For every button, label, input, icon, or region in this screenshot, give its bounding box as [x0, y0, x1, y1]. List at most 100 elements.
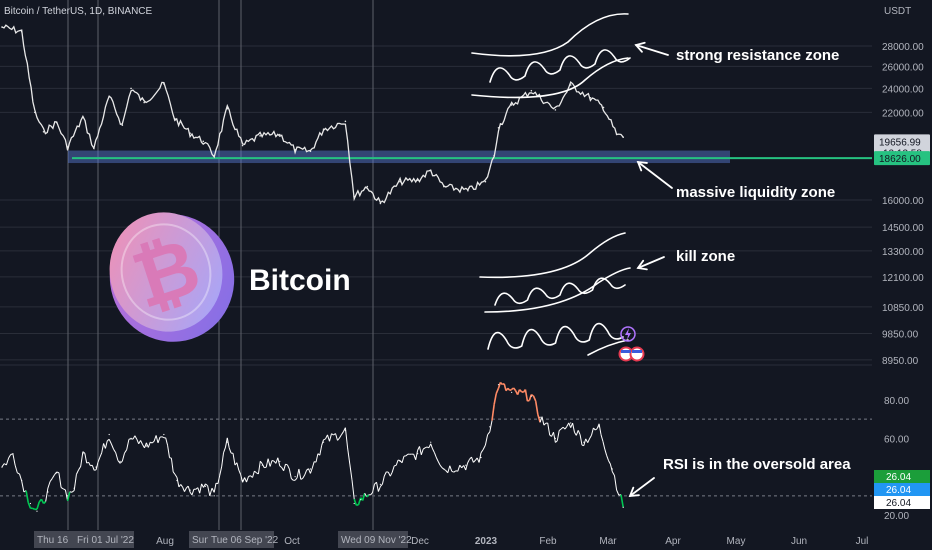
rsi-segment: [415, 450, 419, 460]
rsi-point: [530, 395, 532, 397]
price-point: [259, 135, 261, 137]
rsi-segment: [232, 453, 236, 466]
rsi-segment: [539, 416, 543, 423]
rsi-tick-label: 20.00: [884, 511, 909, 522]
rsi-segment: [150, 441, 153, 444]
rsi-point: [583, 441, 585, 443]
rsi-segment: [453, 470, 457, 473]
rsi-point: [47, 491, 49, 493]
rsi-segment: [113, 449, 117, 453]
time-tick-label: Apr: [665, 536, 681, 547]
rsi-segment: [527, 399, 530, 402]
rsi-segment: [524, 389, 529, 402]
price-axis[interactable]: USDT 28000.00 26000.00 24000.00 22000.00 1600…: [872, 0, 932, 550]
rsi-segment: [238, 469, 242, 475]
rsi-segment: [267, 458, 271, 467]
price-point: [309, 150, 312, 153]
rsi-point: [130, 437, 132, 439]
bitcoin-coin-illustration: ₿: [109, 212, 235, 342]
rsi-segment: [376, 482, 379, 492]
rsi-segment: [560, 426, 564, 430]
rsi-segment: [62, 488, 66, 491]
rsi-segment: [335, 433, 338, 441]
rsi-segment: [167, 445, 170, 458]
rsi-segment: [99, 452, 103, 458]
rsi-segment: [155, 435, 159, 444]
rsi-segment: [435, 457, 439, 462]
rsi-point: [261, 464, 263, 466]
rsi-segment: [134, 435, 138, 440]
rsi-segment: [5, 457, 10, 466]
rsi-segment: [509, 388, 513, 392]
rsi-value-label: 26.04: [886, 485, 911, 496]
date-marker-tag: [338, 531, 408, 548]
rsi-segment: [581, 444, 584, 447]
rsi-point: [497, 384, 500, 386]
rsi-point: [399, 460, 401, 462]
price-tick-label: 14500.00: [882, 223, 924, 234]
liquidity-zone: [68, 150, 730, 164]
rsi-point: [95, 466, 97, 468]
rsi-point: [480, 456, 482, 459]
rsi-point: [489, 426, 491, 428]
date-marker-tag: [208, 531, 274, 548]
rsi-segment: [547, 422, 551, 436]
rsi-segment: [199, 483, 203, 494]
rsi-segment: [377, 486, 381, 492]
rsi-point: [430, 441, 432, 443]
rsi-point: [353, 502, 355, 505]
rsi-segment: [401, 455, 405, 463]
flag-stripe-icon: [621, 350, 631, 353]
rsi-segment: [507, 387, 511, 391]
price-point: [589, 96, 592, 99]
date-marker-label: Thu 16: [37, 535, 69, 546]
rsi-segment: [82, 451, 86, 454]
price-point: [344, 120, 347, 123]
rsi-segment: [463, 465, 467, 471]
rsi-segment: [473, 460, 476, 463]
coin-inner-ring: [120, 223, 212, 321]
date-marker-label: Wed 09 Nov '22: [341, 535, 412, 546]
rsi-segment: [252, 470, 255, 478]
rsi-segment: [351, 479, 355, 500]
rsi-segment: [437, 461, 441, 466]
time-tick-label: Feb: [539, 536, 557, 547]
rsi-segment: [439, 464, 443, 469]
rsi-segment: [608, 460, 611, 465]
time-tick-label: Oct: [284, 536, 300, 547]
rsi-segment: [568, 422, 572, 428]
rsi-segment: [228, 447, 232, 454]
rsi-segment: [265, 458, 269, 468]
time-tick-label: Mar: [599, 536, 617, 547]
rsi-point: [539, 416, 541, 418]
level-price-value: 18626.00: [879, 154, 921, 165]
rsi-segment: [176, 477, 180, 487]
time-axis[interactable]: Aug Oct Dec 2023 Feb Mar Apr May Jun Jul Thu 16 Fri…: [0, 530, 872, 550]
price-point: [429, 169, 432, 172]
rsi-point: [67, 495, 69, 497]
rsi-segment: [142, 444, 145, 449]
rsi-segment: [467, 459, 470, 464]
price-point: [130, 87, 132, 90]
rsi-segment: [598, 423, 602, 435]
price-point: [174, 117, 176, 120]
event-icons[interactable]: [618, 326, 645, 362]
rsi-segment: [110, 443, 115, 450]
rsi-segment: [512, 387, 517, 392]
rsi-segment: [591, 427, 594, 436]
rsi-segment: [140, 440, 143, 445]
rsi-segment: [219, 466, 223, 476]
rsi-segment: [499, 381, 503, 385]
rsi-segment: [340, 431, 344, 436]
rsi-point: [82, 453, 84, 455]
liquidity-arrow: [637, 161, 673, 189]
rsi-pane[interactable]: [1, 381, 624, 512]
rsi-segment: [572, 422, 575, 433]
rsi-segment: [491, 404, 495, 421]
price-point: [66, 146, 69, 148]
rsi-segment: [151, 440, 155, 444]
price-point: [55, 121, 58, 124]
price-tick-label: 22000.00: [882, 108, 924, 119]
rsi-segment: [304, 470, 308, 476]
price-point: [241, 144, 244, 147]
